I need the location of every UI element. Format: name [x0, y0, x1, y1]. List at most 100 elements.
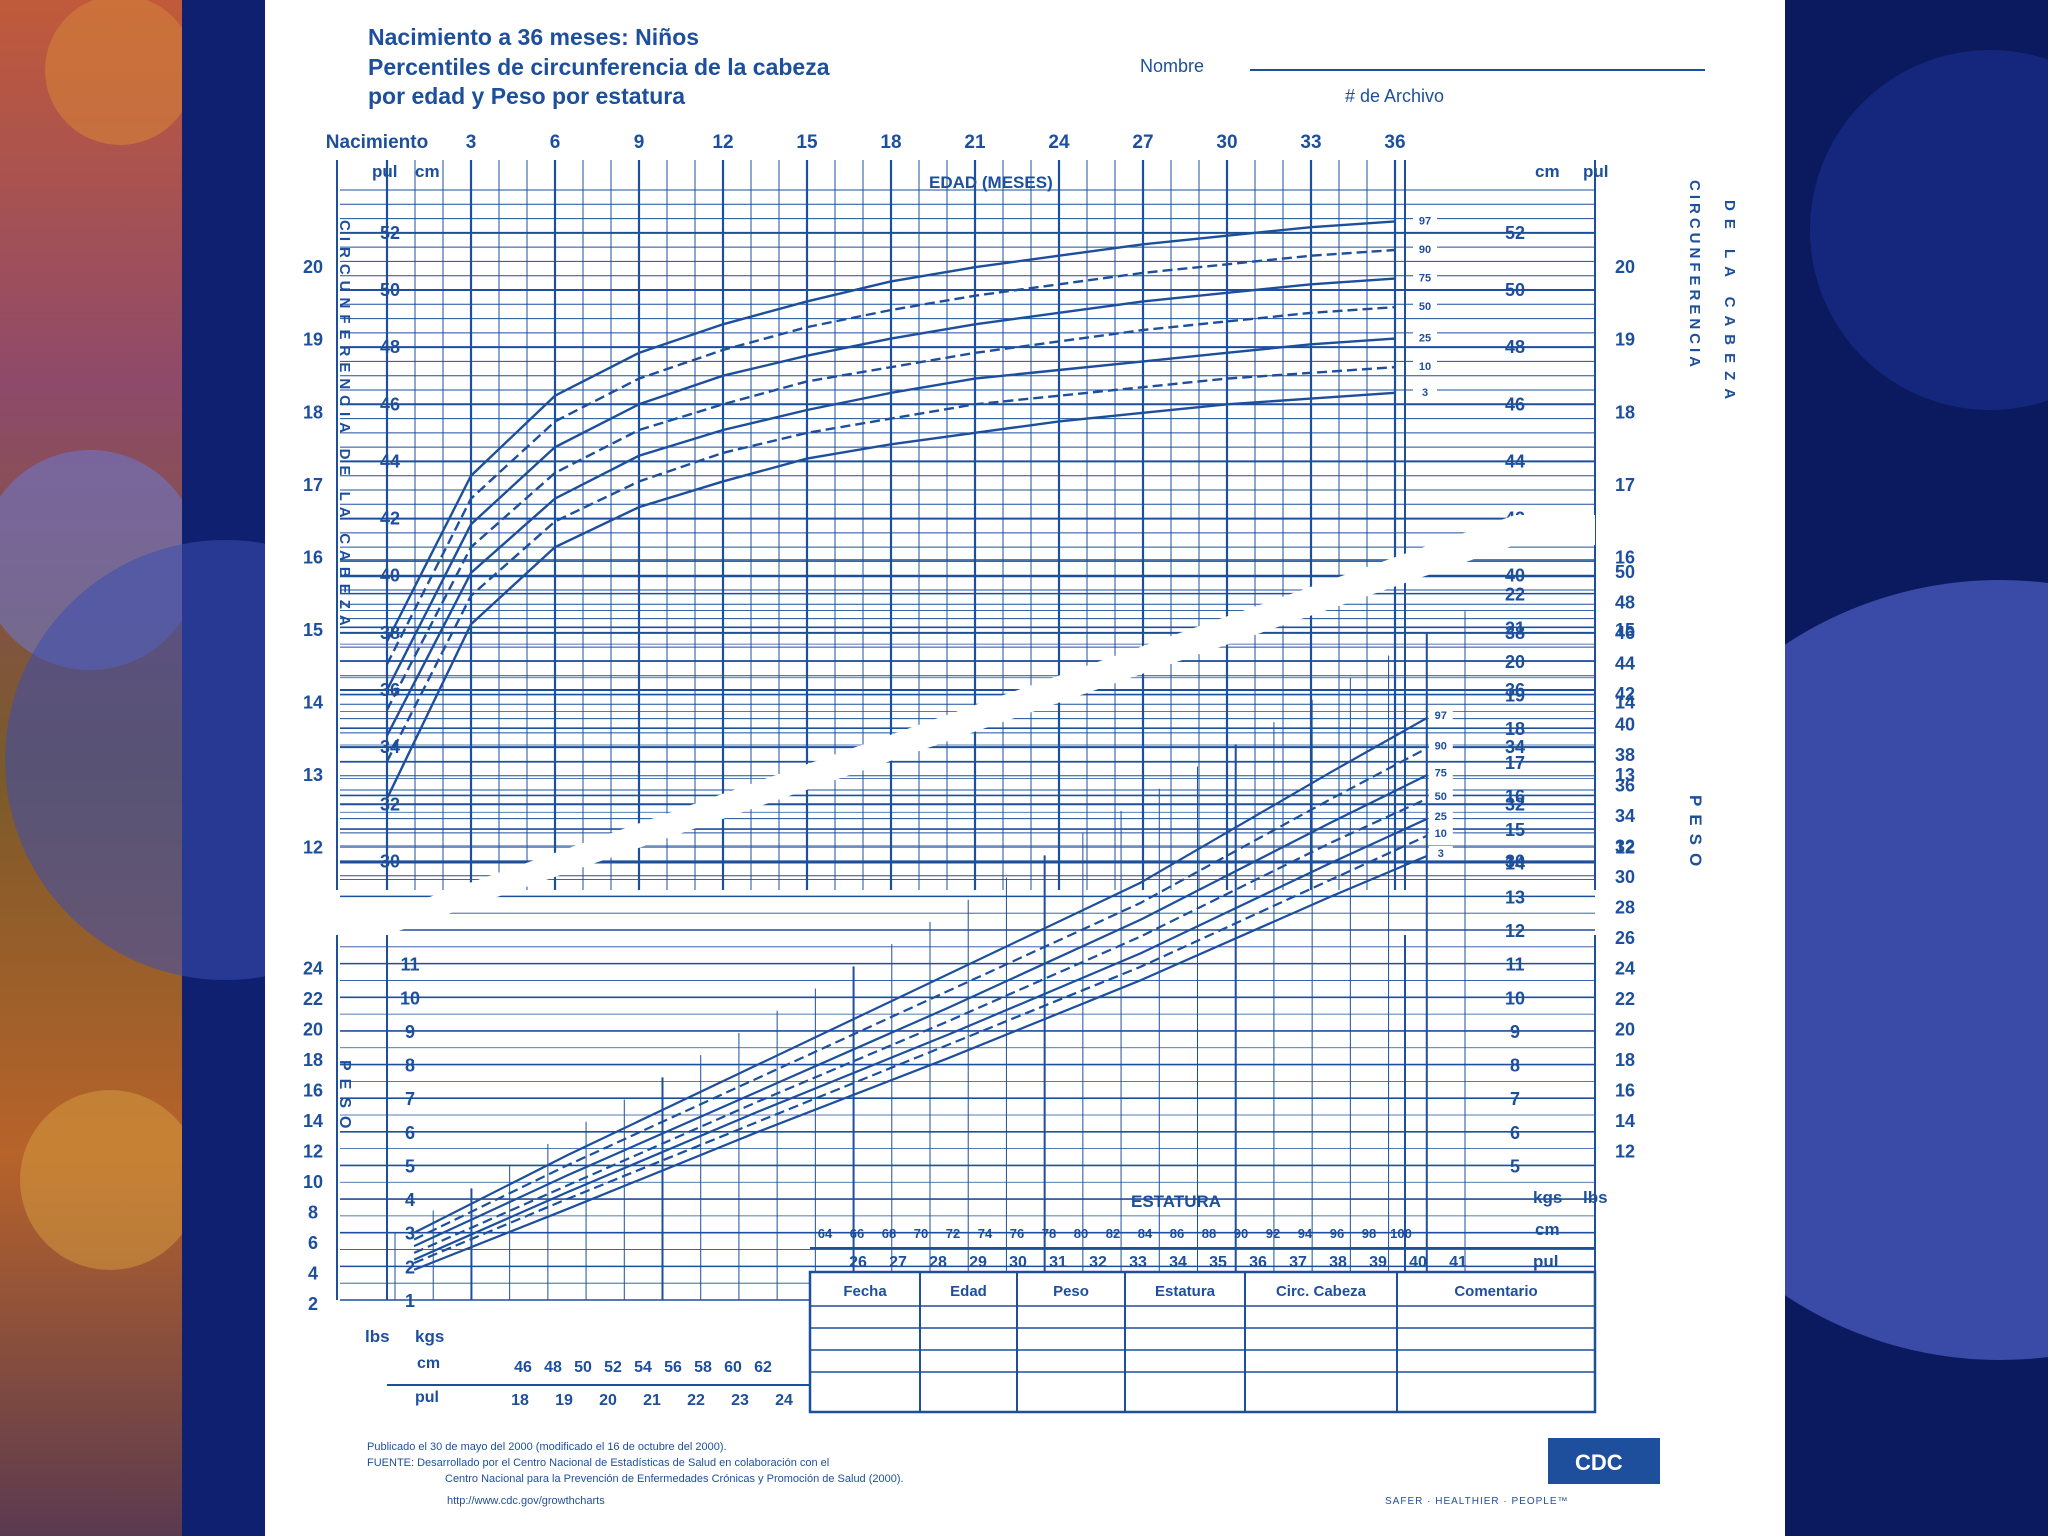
head-cm-tick-right: 34	[1505, 737, 1525, 757]
weight-lb-tick-left: 20	[303, 1019, 323, 1039]
head-in-tick-right: 15	[1615, 620, 1635, 640]
head-percentile-label-bg	[1413, 269, 1437, 284]
cdc-tagline: SAFER · HEALTHIER · PEOPLE™	[1385, 1496, 1569, 1507]
chart-title-line-2: Percentiles de circunferencia de la cabe…	[368, 54, 830, 80]
weight-percentile-line	[413, 817, 1428, 1261]
head-cm-tick-right: 30	[1505, 851, 1525, 871]
chart-title-line-1: Nacimiento a 36 meses: Niños	[368, 24, 699, 50]
head-cm-tick-right: 52	[1505, 223, 1525, 243]
nombre-label: Nombre	[1140, 56, 1204, 76]
weight-lb-tick-right: 20	[1615, 1019, 1635, 1039]
stature-cm-tick-upper: 90	[1234, 1226, 1248, 1241]
weight-kg-tick-right: 6	[1510, 1123, 1520, 1143]
age-tick-label: 33	[1300, 132, 1321, 153]
age-tick-label: 21	[964, 132, 986, 153]
cdc-logo	[1548, 1438, 1660, 1484]
weight-percentile-label: 97	[1435, 710, 1447, 722]
gear-icon	[20, 1090, 200, 1270]
weight-kg-tick-right: 20	[1505, 652, 1525, 672]
age-tick-label: 6	[550, 132, 561, 153]
stature-cm-tick-lower: 62	[754, 1359, 772, 1376]
head-in-tick-right: 19	[1615, 330, 1635, 350]
weight-kg-tick-left: 8	[405, 1056, 415, 1076]
head-in-tick-left: 15	[303, 620, 323, 640]
head-cm-tick-left: 52	[380, 223, 400, 243]
weight-percentile-label: 3	[1438, 848, 1444, 860]
age-tick-label: 18	[880, 132, 901, 153]
weight-lb-tick-right: 22	[1615, 989, 1635, 1009]
mask	[387, 545, 1595, 935]
footer-published: Publicado el 30 de mayo del 2000 (modifi…	[367, 1441, 727, 1453]
table-header-cell: Circ. Cabeza	[1276, 1283, 1367, 1300]
head-percentile-line	[385, 277, 1396, 691]
head-percentile-line	[385, 391, 1396, 800]
stature-cm-tick-upper: 94	[1298, 1226, 1313, 1241]
record-table-frame	[808, 1270, 1597, 1414]
stature-in-tick-upper: 36	[1249, 1254, 1267, 1271]
weight-lb-tick-left: 16	[303, 1081, 323, 1101]
weight-lb-tick-right: 24	[1615, 958, 1635, 978]
record-table: Fecha Edad Peso Estatura Circ. Cabeza Comenta…	[808, 1270, 1597, 1414]
weight-lb-tick-right: 40	[1615, 714, 1635, 734]
stature-cm-tick-upper: 80	[1074, 1226, 1088, 1241]
weight-percentile-label-bg	[1428, 738, 1453, 753]
weight-lb-tick-right: 44	[1615, 653, 1635, 673]
weight-percentile-label: 10	[1435, 828, 1447, 840]
weight-lb-tick-right: 14	[1615, 1111, 1635, 1131]
stature-cm-tick-lower: 48	[544, 1359, 562, 1376]
weight-kg-tick-left: 3	[405, 1224, 415, 1244]
stature-cm-tick-upper: 98	[1362, 1226, 1376, 1241]
weight-percentile-label: 50	[1435, 791, 1447, 803]
head-cm-tick-right: 50	[1505, 280, 1525, 300]
weight-kg-tick-right: 14	[1505, 854, 1525, 874]
gear-icon	[45, 0, 195, 145]
weight-lb-tick-right: 48	[1615, 592, 1635, 612]
head-percentile-label-bg	[1413, 241, 1437, 255]
stature-in-tick-upper: 32	[1089, 1254, 1107, 1271]
head-in-tick-left: 18	[303, 402, 323, 422]
stature-cm-tick-upper: 70	[914, 1226, 928, 1241]
weight-kg-tick-left: 9	[405, 1022, 415, 1042]
stature-in-tick-upper: 40	[1409, 1254, 1427, 1271]
weight-kg-tick-right: 17	[1505, 753, 1525, 773]
stature-in-tick-upper: 27	[889, 1254, 907, 1271]
stature-in-tick-upper: 34	[1169, 1254, 1187, 1271]
head-percentile-label-bg	[1413, 212, 1437, 227]
weight-lb-tick-right: 12	[1615, 1142, 1635, 1162]
footer-url[interactable]: http://www.cdc.gov/growthcharts	[447, 1495, 605, 1507]
weight-kg-tick-right: 19	[1505, 686, 1525, 706]
weight-kg-tick-right: 21	[1505, 618, 1525, 638]
stature-in-tick-upper: 35	[1209, 1254, 1227, 1271]
stature-in-tick-upper: 41	[1449, 1254, 1467, 1271]
head-in-tick-left: 16	[303, 547, 323, 567]
footer-source-2: Centro Nacional para la Prevención de En…	[445, 1473, 904, 1485]
age-tick-label: 3	[466, 132, 477, 153]
weight-kg-tick-right: 16	[1505, 786, 1525, 806]
weight-lb-tick-left: 6	[308, 1233, 318, 1253]
weight-percentile-label-bg	[1428, 809, 1453, 823]
head-in-tick-right: 20	[1615, 257, 1635, 277]
weight-kg-tick-right: 8	[1510, 1056, 1520, 1076]
stature-cm-tick-upper: 82	[1106, 1226, 1120, 1241]
weight-lb-tick-left: 24	[303, 958, 323, 978]
head-percentile-line	[385, 337, 1396, 737]
stature-cm-tick-upper: 78	[1042, 1226, 1056, 1241]
head-axis-title-right-a: CIRCUNFERENCIA	[1686, 180, 1703, 371]
weight-kg-tick-right: 9	[1510, 1022, 1520, 1042]
head-in-tick-left: 20	[303, 257, 323, 277]
stature-cm-tick-upper: 76	[1010, 1226, 1024, 1241]
stature-cm-tick-upper: 66	[850, 1226, 864, 1241]
head-percentile-label-bg	[1413, 329, 1437, 344]
head-percentile-line	[385, 248, 1396, 665]
table-header-cell: Estatura	[1155, 1283, 1216, 1300]
head-in-tick-right: 13	[1615, 765, 1635, 785]
weight-kgs-label-right: kgs	[1533, 1188, 1562, 1207]
growth-chart: Nacimiento a 36 meses: Niños Percentiles…	[285, 24, 1738, 1507]
stature-in-tick-lower: 21	[643, 1392, 661, 1409]
table-header-cell: Peso	[1053, 1283, 1089, 1300]
stature-in-tick-upper: 26	[849, 1254, 867, 1271]
weight-lb-tick-left: 22	[303, 989, 323, 1009]
weight-lb-tick-left: 14	[303, 1111, 323, 1131]
